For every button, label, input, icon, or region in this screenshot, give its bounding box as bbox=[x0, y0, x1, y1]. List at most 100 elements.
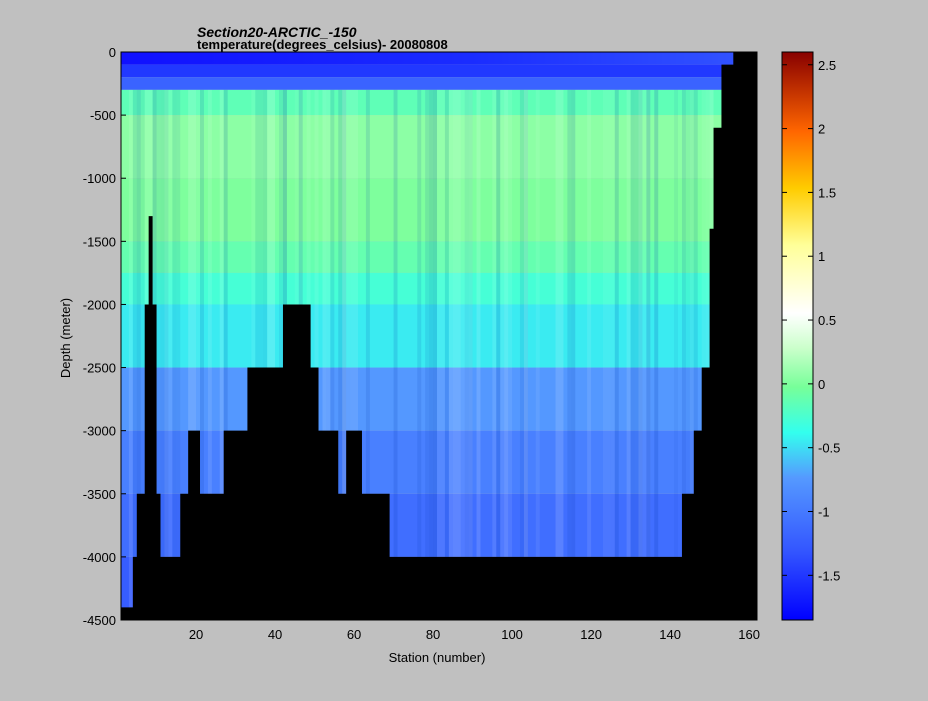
temperature-layer-1 bbox=[121, 64, 757, 78]
colorbar: -1.5 -1 -0.5 0 0.5 1 1.5 2 2.5 bbox=[781, 51, 840, 621]
y-tick-label: -3000 bbox=[83, 424, 116, 439]
station-column bbox=[701, 89, 706, 620]
station-column bbox=[504, 89, 513, 620]
station-column bbox=[642, 89, 651, 620]
station-column bbox=[267, 89, 276, 620]
y-tick-label: -4500 bbox=[83, 613, 116, 628]
station-column bbox=[330, 89, 335, 620]
station-column bbox=[350, 89, 359, 620]
station-column bbox=[602, 89, 611, 620]
station-column bbox=[654, 89, 659, 620]
station-column bbox=[156, 89, 161, 620]
station-column bbox=[452, 89, 461, 620]
station-column bbox=[630, 89, 635, 620]
station-column bbox=[322, 89, 327, 620]
colorbar-tick-label: 1.5 bbox=[818, 185, 836, 200]
station-column bbox=[674, 89, 678, 620]
station-column bbox=[535, 89, 540, 620]
plot-frame bbox=[120, 51, 758, 621]
station-column bbox=[207, 89, 212, 620]
x-tick-label: 160 bbox=[738, 627, 760, 642]
x-tick-label: 40 bbox=[268, 627, 282, 642]
station-column bbox=[255, 89, 264, 620]
station-column bbox=[314, 89, 319, 620]
temperature-layer-0 bbox=[121, 52, 757, 65]
colorbar-tick-label: -0.5 bbox=[818, 441, 840, 456]
colorbar-tick-label: 2 bbox=[818, 122, 825, 137]
colorbar-tick-label: 0 bbox=[818, 377, 825, 392]
colorbar-tick-label: 1 bbox=[818, 249, 825, 264]
station-column bbox=[567, 89, 572, 620]
temperature-layer-7 bbox=[121, 272, 757, 305]
y-tick-label: -500 bbox=[90, 108, 116, 123]
station-column bbox=[634, 89, 643, 620]
temperature-layer-4 bbox=[121, 115, 757, 179]
station-column bbox=[326, 89, 331, 620]
station-column bbox=[188, 89, 197, 620]
x-tick-label: 100 bbox=[501, 627, 523, 642]
x-axis-label: Station (number) bbox=[389, 650, 486, 665]
station-column bbox=[196, 89, 201, 620]
station-column bbox=[614, 89, 619, 620]
colorbar-gradient bbox=[781, 51, 814, 621]
station-column bbox=[681, 89, 686, 620]
y-axis-label: Depth (meter) bbox=[58, 298, 73, 378]
station-column bbox=[342, 89, 347, 620]
station-column bbox=[519, 89, 528, 620]
station-column bbox=[693, 89, 698, 620]
y-tick-label: 0 bbox=[109, 45, 116, 60]
temperature-layer-6 bbox=[121, 241, 757, 273]
station-column bbox=[523, 89, 528, 620]
station-column bbox=[223, 89, 228, 620]
station-column bbox=[610, 89, 615, 620]
station-column bbox=[172, 89, 177, 620]
station-column bbox=[263, 89, 268, 620]
station-column bbox=[555, 89, 564, 620]
station-column bbox=[646, 89, 651, 620]
station-column bbox=[460, 89, 469, 620]
chart-title: Section20-ARCTIC_-150 bbox=[197, 24, 357, 40]
colorbar-tick-label: -1 bbox=[818, 505, 830, 520]
y-axis: 0 -500 -1000 -1500 -2000 -2500 -3000 -3500 -4000… bbox=[83, 45, 126, 628]
x-tick-label: 60 bbox=[347, 627, 361, 642]
station-column bbox=[200, 89, 204, 620]
temperature-layer-8 bbox=[121, 304, 757, 368]
station-column bbox=[346, 89, 351, 620]
station-column bbox=[251, 89, 256, 620]
colorbar-tick-label: -1.5 bbox=[818, 568, 840, 583]
colorbar-tick-label: 0.5 bbox=[818, 313, 836, 328]
station-column bbox=[417, 89, 422, 620]
station-column bbox=[705, 89, 710, 620]
station-column bbox=[437, 89, 445, 620]
station-column bbox=[444, 89, 449, 620]
station-column bbox=[476, 89, 481, 620]
station-column bbox=[448, 89, 453, 620]
y-tick-label: -1500 bbox=[83, 234, 116, 249]
station-column bbox=[464, 89, 473, 620]
temperature-layer-5 bbox=[121, 178, 757, 242]
station-column bbox=[136, 89, 145, 620]
chart-subtitle: temperature(degrees_celsius)- 20080808 bbox=[197, 37, 448, 52]
y-tick-label: -4000 bbox=[83, 550, 116, 565]
seafloor bbox=[121, 52, 757, 620]
x-axis: 20 40 60 80 100 120 140 160 bbox=[189, 615, 760, 642]
station-column bbox=[164, 89, 173, 620]
y-tick-label: -1000 bbox=[83, 171, 116, 186]
plot-area bbox=[120, 51, 758, 621]
x-tick-label: 80 bbox=[426, 627, 440, 642]
station-column bbox=[132, 89, 141, 620]
station-column bbox=[338, 89, 347, 620]
colorbar-tick-label: 2.5 bbox=[818, 58, 836, 73]
station-column bbox=[468, 89, 473, 620]
station-column bbox=[500, 89, 509, 620]
station-column bbox=[365, 89, 370, 620]
x-tick-label: 120 bbox=[580, 627, 602, 642]
y-tick-label: -3500 bbox=[83, 487, 116, 502]
x-tick-label: 140 bbox=[659, 627, 681, 642]
station-column bbox=[587, 89, 592, 620]
station-column bbox=[626, 89, 631, 620]
station-column bbox=[689, 89, 694, 620]
station-column bbox=[393, 89, 398, 620]
